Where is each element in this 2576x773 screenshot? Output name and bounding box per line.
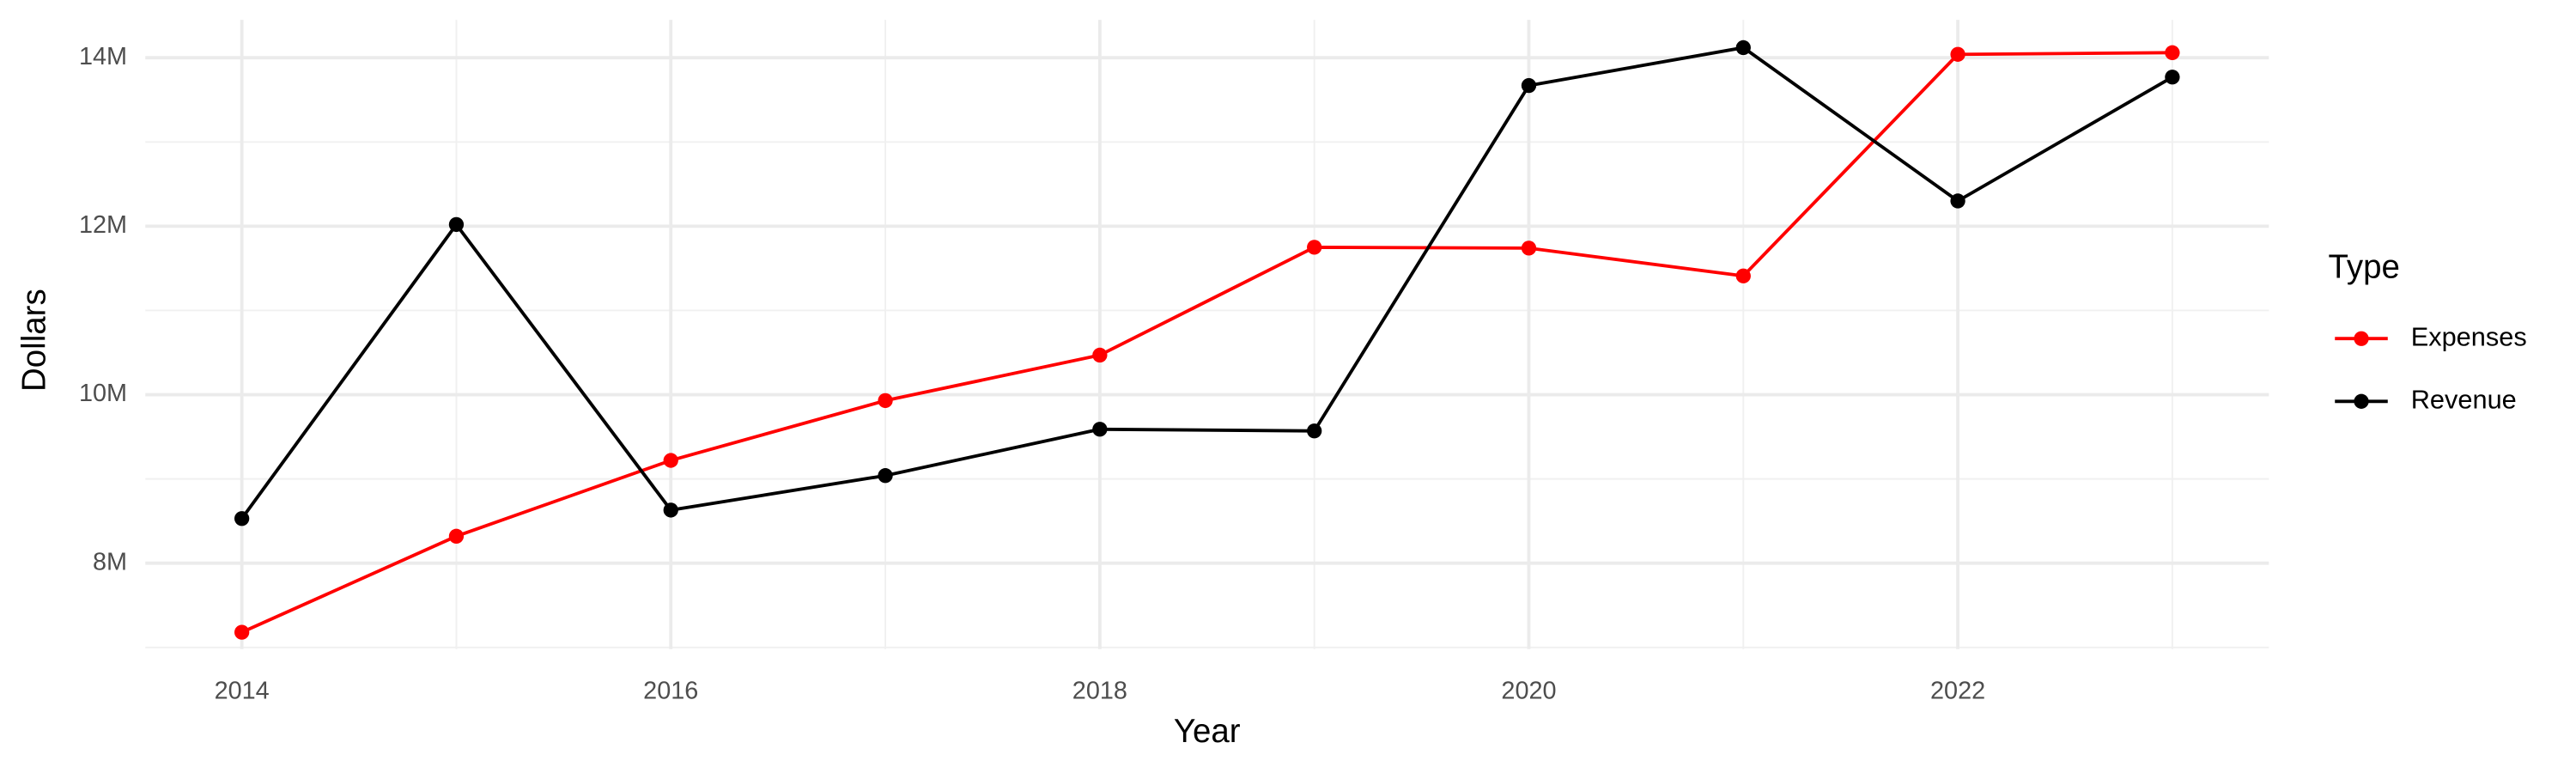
data-point (1950, 193, 1965, 209)
x-tick-label: 2016 (643, 677, 698, 704)
x-tick-label: 2020 (1501, 677, 1556, 704)
data-point (1521, 77, 1537, 94)
data-point (448, 528, 465, 544)
data-point (663, 453, 678, 468)
y-tick-label: 12M (79, 211, 127, 239)
data-point (2165, 70, 2180, 85)
data-point (1307, 240, 1322, 255)
data-point (1735, 268, 1751, 283)
legend-label: Expenses (2411, 321, 2527, 351)
x-axis-title: Year (1174, 713, 1241, 750)
y-tick-label: 8M (93, 548, 127, 575)
legend-key-point (2354, 393, 2369, 409)
data-point (234, 624, 250, 640)
data-point (234, 511, 250, 526)
x-tick-label: 2018 (1072, 677, 1127, 704)
data-point (878, 468, 893, 484)
y-tick-label: 10M (79, 380, 127, 407)
data-point (878, 393, 893, 409)
data-point (448, 216, 465, 233)
y-axis-title: Dollars (15, 289, 52, 392)
x-tick-label: 2022 (1930, 677, 1985, 704)
legend-key-point (2354, 331, 2369, 346)
y-tick-label: 14M (79, 43, 127, 70)
data-point (1521, 240, 1537, 256)
data-point (1735, 40, 1751, 56)
data-point (1950, 46, 1965, 62)
legend-title: Type (2329, 249, 2400, 286)
data-point (1092, 422, 1108, 437)
data-point (1092, 347, 1108, 363)
data-point (2165, 45, 2180, 60)
x-tick-label: 2014 (215, 677, 270, 704)
data-point (663, 502, 678, 518)
legend-label: Revenue (2411, 384, 2517, 414)
data-point (1307, 423, 1322, 439)
series-line (240, 51, 2172, 634)
series-line (240, 46, 2173, 520)
